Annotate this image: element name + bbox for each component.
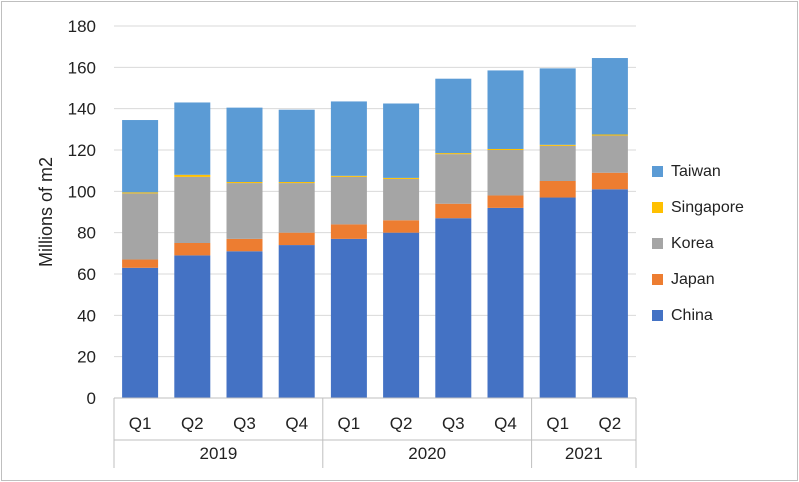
bar-japan-6	[383, 220, 420, 233]
y-tick-label: 120	[68, 141, 96, 160]
bar-china-3	[226, 251, 263, 398]
bar-china-6	[383, 232, 420, 398]
legend-label-korea: Korea	[671, 235, 714, 252]
x-tick-label: Q1	[338, 414, 361, 433]
x-tick-label: Q3	[233, 414, 256, 433]
bar-china-5	[330, 238, 367, 398]
x-tick-label: Q2	[181, 414, 204, 433]
y-tick-label: 180	[68, 17, 96, 36]
bar-japan-8	[487, 195, 524, 208]
legend-swatch-japan	[652, 274, 663, 285]
y-tick-label: 80	[77, 224, 96, 243]
y-tick-label: 160	[68, 58, 96, 77]
legend: Taiwan Singapore Korea Japan China	[652, 163, 744, 324]
bar-japan-7	[435, 203, 472, 219]
bar-china-4	[278, 245, 315, 398]
x-tick-label: Q1	[546, 414, 569, 433]
x-axis: Q1 Q2 Q3 Q4 Q1 Q2 Q3 Q4 Q1 Q2 2019 2020 2021	[113, 397, 637, 468]
y-tick-label: 0	[87, 389, 96, 408]
bar-korea-1	[122, 193, 159, 260]
bar-singapore-10	[591, 134, 628, 136]
legend-label-japan: Japan	[671, 271, 715, 288]
bar-taiwan-5	[330, 101, 367, 176]
bar-singapore-4	[278, 182, 315, 184]
x-tick-label: Q3	[442, 414, 465, 433]
bar-taiwan-1	[122, 120, 159, 193]
x-tick-label: Q4	[285, 414, 308, 433]
bar-korea-10	[591, 135, 628, 173]
bar-taiwan-3	[226, 107, 263, 183]
bar-korea-8	[487, 150, 524, 196]
bar-korea-3	[226, 183, 263, 239]
legend-swatch-korea	[652, 238, 663, 249]
bar-singapore-2	[174, 174, 211, 177]
legend-swatch-singapore	[652, 202, 663, 213]
bar-japan-3	[226, 238, 263, 252]
bar-korea-6	[383, 178, 420, 221]
bar-singapore-7	[435, 153, 472, 155]
x-tick-label: Q1	[129, 414, 152, 433]
bar-singapore-6	[383, 177, 420, 179]
bar-singapore-8	[487, 148, 524, 150]
bar-taiwan-9	[539, 68, 576, 145]
bar-korea-9	[539, 145, 576, 181]
bar-japan-4	[278, 232, 315, 246]
legend-label-china: China	[671, 307, 713, 324]
x-tick-label: Q2	[599, 414, 622, 433]
bar-china-8	[487, 207, 524, 398]
bar-japan-1	[122, 259, 159, 268]
bar-korea-7	[435, 154, 472, 204]
x-tick-label: Q2	[390, 414, 413, 433]
bar-taiwan-7	[435, 78, 472, 154]
bar-singapore-3	[226, 182, 263, 184]
y-axis-ticks: 0 20 40 60 80 100 120 140 160 180	[68, 17, 96, 408]
bar-taiwan-4	[278, 109, 315, 183]
x-group-label: 2019	[199, 444, 237, 463]
x-group-label: 2020	[408, 444, 446, 463]
bar-singapore-1	[122, 192, 159, 194]
bar-singapore-5	[330, 175, 367, 177]
bar-korea-2	[174, 176, 211, 243]
bar-japan-5	[330, 224, 367, 239]
bar-china-10	[591, 189, 628, 398]
y-tick-label: 40	[77, 306, 96, 325]
legend-label-taiwan: Taiwan	[671, 163, 721, 180]
legend-label-singapore: Singapore	[671, 199, 744, 216]
bar-china-7	[435, 218, 472, 398]
y-axis-label: Millions of m2	[36, 157, 56, 267]
y-tick-label: 140	[68, 100, 96, 119]
bar-taiwan-8	[487, 70, 524, 149]
y-tick-label: 60	[77, 265, 96, 284]
bar-china-2	[174, 255, 211, 398]
bar-japan-2	[174, 243, 211, 256]
bar-taiwan-10	[591, 58, 628, 135]
bars	[122, 58, 628, 398]
legend-swatch-china	[652, 310, 663, 321]
y-tick-label: 100	[68, 182, 96, 201]
bar-korea-5	[330, 176, 367, 225]
x-group-label: 2021	[565, 444, 603, 463]
y-tick-label: 20	[77, 348, 96, 367]
bar-korea-4	[278, 183, 315, 233]
bar-singapore-9	[539, 144, 576, 146]
bar-china-9	[539, 197, 576, 398]
bar-taiwan-6	[383, 103, 420, 178]
bar-taiwan-2	[174, 102, 211, 175]
legend-swatch-taiwan	[652, 166, 663, 177]
bar-japan-9	[539, 181, 576, 198]
bar-china-1	[122, 267, 159, 398]
x-tick-label: Q4	[494, 414, 517, 433]
bar-japan-10	[591, 172, 628, 190]
